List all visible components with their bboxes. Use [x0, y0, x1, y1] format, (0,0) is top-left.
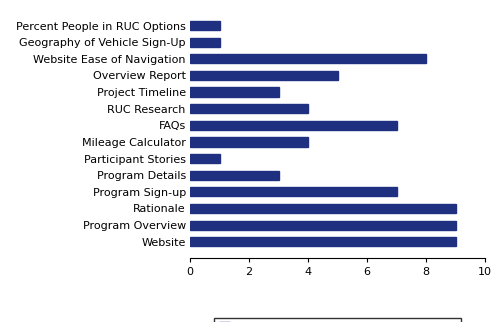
Bar	[190, 187, 396, 196]
Bar	[190, 204, 456, 213]
Bar	[190, 121, 396, 130]
Bar	[190, 54, 426, 63]
Bar	[190, 237, 456, 246]
Bar	[190, 71, 338, 80]
Bar	[190, 137, 308, 147]
Legend: States/Regions Using Website Features: States/Regions Using Website Features	[214, 318, 460, 322]
Bar	[190, 88, 278, 97]
Bar	[190, 154, 220, 163]
Bar	[190, 221, 456, 230]
Bar	[190, 21, 220, 30]
Bar	[190, 104, 308, 113]
Bar	[190, 171, 278, 180]
Bar	[190, 38, 220, 47]
